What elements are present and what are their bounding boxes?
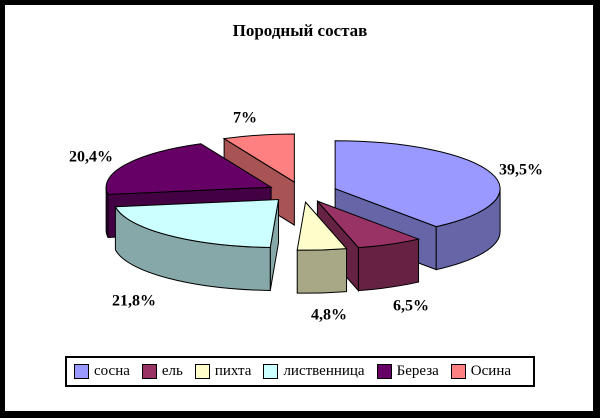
- slice-5-top: [105, 143, 273, 195]
- legend-item-3: пихта: [194, 363, 252, 380]
- legend-swatch-4: [263, 364, 279, 379]
- legend-swatch-5: [376, 364, 392, 379]
- legend-label-1: сосна: [94, 363, 130, 379]
- pie-label-1: 39,5%: [499, 162, 543, 179]
- pie-label-4: 21,8%: [112, 293, 156, 310]
- slice-4-top: [114, 199, 280, 248]
- legend-swatch-2: [141, 364, 157, 379]
- legend-swatch-6: [450, 364, 466, 379]
- slice-3-rim: [296, 248, 348, 294]
- pie-label-6: 7%: [233, 110, 257, 127]
- legend-label-3: пихта: [214, 363, 252, 379]
- pie-label-3: 4,8%: [311, 307, 347, 324]
- pie-label-2: 6,5%: [393, 298, 429, 315]
- pie-slice-4: [114, 199, 280, 291]
- slice-1-top: [334, 140, 501, 228]
- legend-item-5: Береза: [376, 363, 439, 380]
- pie-label-5: 20,4%: [69, 149, 113, 166]
- pie-slice-3: [296, 201, 348, 294]
- legend-label-6: Осина: [470, 363, 511, 379]
- legend: сосна ель пихта лиственница Береза Осина: [65, 356, 535, 387]
- chart-title: Породный состав: [232, 21, 368, 40]
- legend-swatch-3: [194, 364, 210, 379]
- legend-item-1: сосна: [74, 363, 130, 380]
- slice-3-top: [296, 201, 348, 251]
- slice-6-top: [222, 133, 295, 183]
- slice-2-top: [317, 200, 421, 249]
- legend-item-2: ель: [141, 363, 183, 380]
- legend-swatch-1: [74, 364, 89, 379]
- legend-item-4: лиственница: [263, 363, 365, 380]
- legend-label-4: лиственница: [283, 363, 365, 379]
- legend-label-2: ель: [161, 363, 183, 379]
- legend-label-5: Береза: [396, 363, 439, 379]
- legend-item-6: Осина: [450, 363, 511, 380]
